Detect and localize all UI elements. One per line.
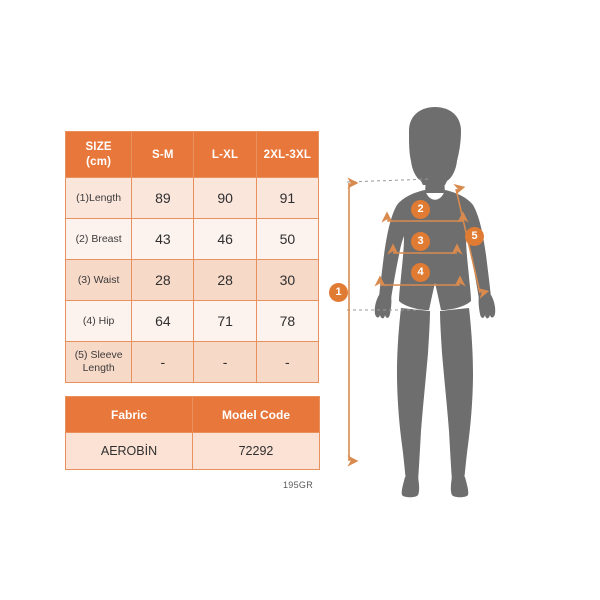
cell-length-lxl: 90 — [193, 177, 257, 219]
cell-sleeve-lxl: - — [193, 341, 257, 383]
sleeve-label-line2: Length — [82, 362, 115, 374]
cell-waist-sm: 28 — [131, 259, 195, 301]
cell-breast-sm: 43 — [131, 218, 195, 260]
measure-badge-1: 1 — [329, 283, 348, 302]
size-table-header-sm: S-M — [131, 131, 195, 178]
table-row: (5) Sleeve Length - - - — [64, 341, 320, 383]
row-label-length: (1)Length — [64, 177, 133, 219]
size-table-header-lxl: L-XL — [193, 131, 257, 178]
size-table-header-2xl3xl: 2XL-3XL — [255, 131, 320, 178]
cell-hip-sm: 64 — [131, 300, 195, 342]
female-silhouette-icon — [346, 107, 496, 498]
fabric-value-name: AEROBİN — [65, 432, 193, 470]
size-header-line2: (cm) — [86, 155, 112, 168]
fabric-header-fabric: Fabric — [65, 396, 193, 433]
measure-badge-4: 4 — [411, 263, 430, 282]
cell-length-2xl3xl: 91 — [255, 177, 320, 219]
cell-waist-lxl: 28 — [193, 259, 257, 301]
cell-waist-2xl3xl: 30 — [255, 259, 320, 301]
silhouette-body — [374, 107, 496, 498]
cell-breast-lxl: 46 — [193, 218, 257, 260]
size-header-line1: SIZE — [85, 140, 112, 153]
cell-hip-lxl: 71 — [193, 300, 257, 342]
fabric-value-model-code: 72292 — [192, 432, 320, 470]
fabric-header-row: Fabric Model Code — [65, 396, 320, 433]
measure-badge-5: 5 — [465, 227, 484, 246]
measure-badge-2: 2 — [411, 200, 430, 219]
size-table-header-row: SIZE (cm) S-M L-XL 2XL-3XL — [64, 131, 320, 178]
cell-sleeve-2xl3xl: - — [255, 341, 320, 383]
table-row: (3) Waist 28 28 30 — [64, 259, 320, 301]
fabric-value-row: AEROBİN 72292 — [65, 432, 320, 470]
model-figure-diagram: 1 2 3 4 5 — [325, 105, 525, 505]
guide-line-top — [346, 178, 431, 183]
fabric-header-model-code: Model Code — [192, 396, 320, 433]
fabric-weight-note: 195GR — [283, 480, 314, 490]
row-label-sleeve-length: (5) Sleeve Length — [64, 341, 133, 383]
row-label-waist: (3) Waist — [64, 259, 133, 301]
cell-hip-2xl3xl: 78 — [255, 300, 320, 342]
measure-badge-3: 3 — [411, 232, 430, 251]
table-row: (4) Hip 64 71 78 — [64, 300, 320, 342]
sleeve-label-line1: (5) Sleeve — [74, 349, 123, 361]
size-chart-table: SIZE (cm) S-M L-XL 2XL-3XL (1)Length 89 … — [64, 131, 320, 383]
cell-sleeve-sm: - — [131, 341, 195, 383]
row-label-hip: (4) Hip — [64, 300, 133, 342]
table-row: (1)Length 89 90 91 — [64, 177, 320, 219]
row-label-breast: (2) Breast — [64, 218, 133, 260]
fabric-table: Fabric Model Code AEROBİN 72292 — [65, 396, 320, 470]
size-table-header-size: SIZE (cm) — [64, 131, 133, 178]
cell-breast-2xl3xl: 50 — [255, 218, 320, 260]
table-row: (2) Breast 43 46 50 — [64, 218, 320, 260]
cell-length-sm: 89 — [131, 177, 195, 219]
